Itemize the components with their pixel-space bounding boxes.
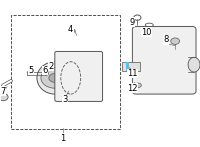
Text: 4: 4 [68,25,73,34]
Ellipse shape [37,62,73,94]
Bar [11,15,120,129]
Text: 12: 12 [127,84,138,93]
Circle shape [70,29,75,33]
Circle shape [49,74,61,82]
Text: 9: 9 [130,17,135,27]
Text: 10: 10 [141,28,152,37]
Circle shape [135,83,141,87]
Text: 1: 1 [60,134,65,143]
Text: 7: 7 [0,87,6,96]
Text: 11: 11 [127,69,138,78]
Circle shape [171,38,180,44]
Bar [126,62,129,71]
Circle shape [0,93,8,101]
Text: 2: 2 [48,62,53,71]
Text: 8: 8 [164,35,169,44]
Text: 5: 5 [28,66,34,75]
FancyBboxPatch shape [132,26,196,94]
Circle shape [41,68,69,88]
Bar [122,62,140,71]
Text: 6: 6 [42,66,48,75]
FancyBboxPatch shape [55,51,103,101]
Text: 3: 3 [62,95,67,105]
Ellipse shape [188,57,200,72]
